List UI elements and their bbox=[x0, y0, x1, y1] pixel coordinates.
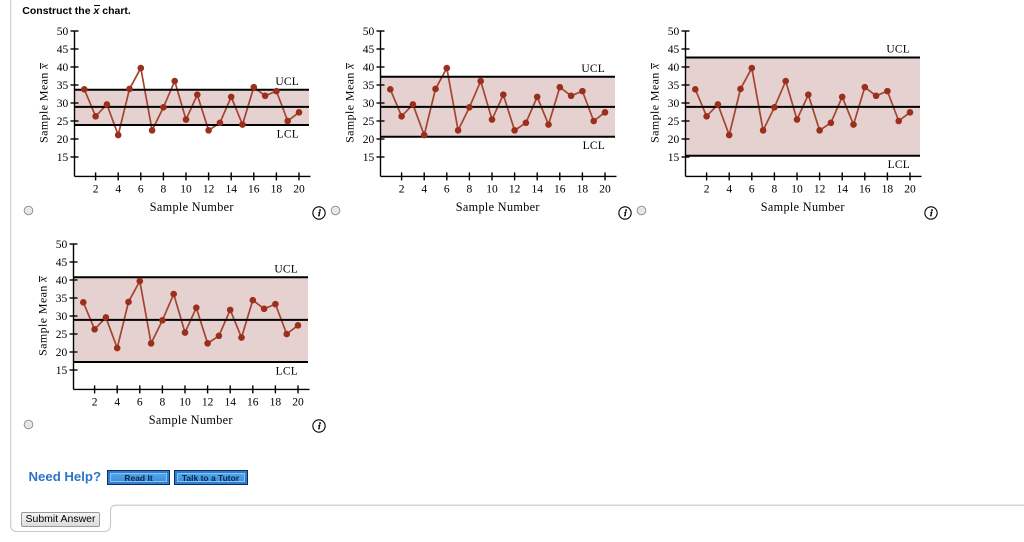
svg-text:25: 25 bbox=[57, 116, 69, 128]
svg-text:UCL: UCL bbox=[275, 76, 299, 88]
svg-text:6: 6 bbox=[137, 396, 143, 408]
svg-text:35: 35 bbox=[57, 80, 69, 92]
svg-text:35: 35 bbox=[668, 80, 680, 92]
svg-text:Sample Mean x: Sample Mean x bbox=[342, 63, 356, 143]
svg-text:30: 30 bbox=[668, 98, 680, 110]
svg-text:15: 15 bbox=[362, 152, 374, 164]
svg-text:16: 16 bbox=[247, 396, 259, 408]
svg-text:12: 12 bbox=[203, 183, 215, 195]
svg-text:16: 16 bbox=[859, 183, 871, 195]
svg-text:4: 4 bbox=[115, 396, 121, 408]
svg-text:50: 50 bbox=[668, 26, 680, 38]
svg-text:6: 6 bbox=[444, 183, 450, 195]
svg-text:12: 12 bbox=[202, 396, 214, 408]
svg-text:LCL: LCL bbox=[277, 129, 299, 141]
svg-text:6: 6 bbox=[138, 183, 144, 195]
svg-text:UCL: UCL bbox=[581, 63, 605, 75]
svg-text:20: 20 bbox=[292, 396, 304, 408]
svg-text:8: 8 bbox=[466, 183, 472, 195]
svg-text:25: 25 bbox=[362, 116, 374, 128]
svg-text:8: 8 bbox=[772, 183, 778, 195]
svg-text:50: 50 bbox=[57, 26, 69, 38]
svg-text:6: 6 bbox=[749, 183, 755, 195]
svg-text:Sample Mean x: Sample Mean x bbox=[35, 275, 49, 355]
svg-text:30: 30 bbox=[56, 310, 68, 322]
svg-text:16: 16 bbox=[554, 183, 566, 195]
svg-text:50: 50 bbox=[56, 238, 68, 250]
svg-text:12: 12 bbox=[508, 183, 520, 195]
svg-text:45: 45 bbox=[668, 44, 680, 56]
svg-text:25: 25 bbox=[668, 116, 680, 128]
svg-text:Sample Number: Sample Number bbox=[455, 200, 539, 214]
svg-text:40: 40 bbox=[57, 62, 69, 74]
svg-text:18: 18 bbox=[270, 396, 282, 408]
svg-text:Sample Number: Sample Number bbox=[761, 200, 845, 214]
svg-text:16: 16 bbox=[248, 183, 260, 195]
svg-text:14: 14 bbox=[225, 396, 237, 408]
svg-text:20: 20 bbox=[57, 134, 69, 146]
svg-text:LCL: LCL bbox=[888, 159, 910, 171]
svg-text:10: 10 bbox=[180, 183, 192, 195]
svg-text:14: 14 bbox=[225, 183, 237, 195]
svg-text:20: 20 bbox=[668, 134, 680, 146]
svg-text:25: 25 bbox=[56, 328, 68, 340]
svg-text:Sample Mean x: Sample Mean x bbox=[647, 63, 661, 143]
svg-text:15: 15 bbox=[56, 364, 68, 376]
svg-text:LCL: LCL bbox=[276, 365, 298, 377]
svg-text:40: 40 bbox=[362, 62, 374, 74]
svg-text:LCL: LCL bbox=[582, 140, 604, 152]
svg-text:20: 20 bbox=[362, 134, 374, 146]
svg-text:4: 4 bbox=[115, 183, 121, 195]
svg-text:4: 4 bbox=[727, 183, 733, 195]
svg-text:45: 45 bbox=[362, 44, 374, 56]
svg-text:30: 30 bbox=[362, 98, 374, 110]
svg-text:2: 2 bbox=[93, 183, 99, 195]
svg-text:14: 14 bbox=[531, 183, 543, 195]
svg-text:4: 4 bbox=[421, 183, 427, 195]
svg-text:2: 2 bbox=[704, 183, 710, 195]
svg-text:45: 45 bbox=[56, 256, 68, 268]
svg-text:14: 14 bbox=[837, 183, 849, 195]
svg-text:35: 35 bbox=[56, 292, 68, 304]
svg-text:15: 15 bbox=[57, 152, 69, 164]
svg-text:2: 2 bbox=[92, 396, 98, 408]
svg-text:20: 20 bbox=[599, 183, 611, 195]
svg-text:35: 35 bbox=[362, 80, 374, 92]
svg-text:20: 20 bbox=[293, 183, 305, 195]
svg-text:12: 12 bbox=[814, 183, 826, 195]
svg-text:2: 2 bbox=[398, 183, 404, 195]
svg-text:30: 30 bbox=[57, 98, 69, 110]
svg-text:50: 50 bbox=[362, 26, 374, 38]
svg-text:10: 10 bbox=[791, 183, 803, 195]
svg-text:Sample Number: Sample Number bbox=[150, 200, 234, 214]
svg-text:UCL: UCL bbox=[887, 44, 911, 56]
svg-text:20: 20 bbox=[904, 183, 916, 195]
svg-text:18: 18 bbox=[882, 183, 894, 195]
svg-text:Sample Number: Sample Number bbox=[149, 412, 233, 426]
svg-text:18: 18 bbox=[576, 183, 588, 195]
svg-text:8: 8 bbox=[161, 183, 167, 195]
svg-text:20: 20 bbox=[56, 346, 68, 358]
svg-text:15: 15 bbox=[668, 152, 680, 164]
svg-text:Sample Mean x: Sample Mean x bbox=[36, 63, 50, 143]
svg-text:8: 8 bbox=[160, 396, 166, 408]
svg-text:18: 18 bbox=[271, 183, 283, 195]
svg-text:10: 10 bbox=[179, 396, 191, 408]
svg-text:UCL: UCL bbox=[275, 263, 299, 275]
svg-text:45: 45 bbox=[57, 44, 69, 56]
svg-text:10: 10 bbox=[486, 183, 498, 195]
svg-text:40: 40 bbox=[668, 62, 680, 74]
svg-text:40: 40 bbox=[56, 274, 68, 286]
